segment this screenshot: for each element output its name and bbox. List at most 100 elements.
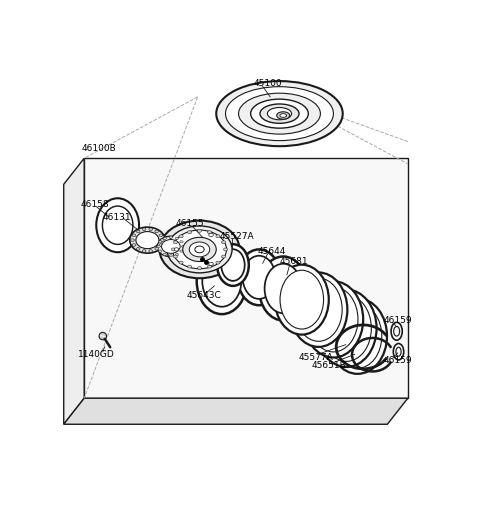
Ellipse shape xyxy=(221,255,226,258)
Ellipse shape xyxy=(132,234,136,236)
Ellipse shape xyxy=(316,289,377,367)
Ellipse shape xyxy=(159,234,163,236)
Ellipse shape xyxy=(132,244,136,246)
Ellipse shape xyxy=(188,231,192,234)
Ellipse shape xyxy=(197,229,202,232)
Text: 46131: 46131 xyxy=(103,213,132,221)
Ellipse shape xyxy=(157,236,185,256)
Text: 46155: 46155 xyxy=(175,219,204,228)
Ellipse shape xyxy=(251,99,308,128)
Ellipse shape xyxy=(394,327,400,336)
Ellipse shape xyxy=(304,281,363,358)
Ellipse shape xyxy=(149,228,153,231)
Text: 45100: 45100 xyxy=(253,79,282,88)
Ellipse shape xyxy=(142,228,146,231)
Ellipse shape xyxy=(136,232,159,249)
Polygon shape xyxy=(64,158,84,424)
Ellipse shape xyxy=(216,81,343,146)
Ellipse shape xyxy=(197,267,202,269)
Polygon shape xyxy=(84,158,408,398)
Ellipse shape xyxy=(334,304,382,368)
Ellipse shape xyxy=(181,245,185,248)
Ellipse shape xyxy=(180,240,183,243)
Ellipse shape xyxy=(264,264,302,313)
Ellipse shape xyxy=(162,239,180,253)
Text: 45681: 45681 xyxy=(279,257,308,266)
Ellipse shape xyxy=(195,246,204,253)
Text: 46158: 46158 xyxy=(81,200,109,208)
Ellipse shape xyxy=(259,256,307,320)
Ellipse shape xyxy=(171,248,176,251)
Ellipse shape xyxy=(172,230,227,269)
Ellipse shape xyxy=(207,231,212,234)
Text: 1140GD: 1140GD xyxy=(78,350,115,359)
Ellipse shape xyxy=(163,253,167,255)
Ellipse shape xyxy=(158,240,162,243)
Ellipse shape xyxy=(280,114,287,117)
Ellipse shape xyxy=(393,344,404,360)
Ellipse shape xyxy=(216,235,220,238)
Ellipse shape xyxy=(328,298,387,374)
Ellipse shape xyxy=(173,241,178,244)
Text: 46159: 46159 xyxy=(384,356,412,365)
Ellipse shape xyxy=(226,87,334,141)
Ellipse shape xyxy=(280,270,324,329)
Ellipse shape xyxy=(239,93,321,134)
Ellipse shape xyxy=(142,250,146,252)
Ellipse shape xyxy=(149,250,153,252)
Ellipse shape xyxy=(163,237,167,239)
Ellipse shape xyxy=(157,245,160,248)
Ellipse shape xyxy=(175,237,179,239)
Ellipse shape xyxy=(179,235,183,238)
Ellipse shape xyxy=(216,261,220,264)
Ellipse shape xyxy=(169,254,172,257)
Text: 45643C: 45643C xyxy=(186,291,221,300)
Ellipse shape xyxy=(180,250,183,252)
Ellipse shape xyxy=(197,248,247,314)
Ellipse shape xyxy=(290,272,348,347)
Text: 45644: 45644 xyxy=(257,247,286,256)
Ellipse shape xyxy=(221,249,245,281)
Ellipse shape xyxy=(173,255,178,258)
Ellipse shape xyxy=(260,104,299,123)
Ellipse shape xyxy=(276,112,290,119)
Ellipse shape xyxy=(275,265,329,334)
Ellipse shape xyxy=(183,237,216,262)
Ellipse shape xyxy=(155,230,158,233)
Text: 45527A: 45527A xyxy=(220,232,254,241)
Ellipse shape xyxy=(136,248,140,250)
Ellipse shape xyxy=(224,248,228,251)
Ellipse shape xyxy=(322,295,372,361)
Ellipse shape xyxy=(188,265,192,268)
Ellipse shape xyxy=(175,253,179,255)
Ellipse shape xyxy=(155,248,158,250)
Text: 46100B: 46100B xyxy=(82,144,116,153)
Text: 45577A: 45577A xyxy=(298,353,333,362)
Ellipse shape xyxy=(391,322,402,340)
Ellipse shape xyxy=(221,241,226,244)
Text: 46159: 46159 xyxy=(384,316,412,325)
Ellipse shape xyxy=(159,244,163,246)
Ellipse shape xyxy=(238,249,280,305)
Ellipse shape xyxy=(295,278,342,341)
Ellipse shape xyxy=(136,230,140,233)
Ellipse shape xyxy=(160,239,164,241)
Polygon shape xyxy=(64,398,408,424)
Ellipse shape xyxy=(169,236,172,238)
Ellipse shape xyxy=(159,221,240,278)
Ellipse shape xyxy=(207,265,212,268)
Ellipse shape xyxy=(202,255,241,307)
Ellipse shape xyxy=(217,244,249,286)
Ellipse shape xyxy=(209,262,213,266)
Ellipse shape xyxy=(189,242,210,257)
Ellipse shape xyxy=(267,107,291,120)
Ellipse shape xyxy=(209,233,213,237)
Ellipse shape xyxy=(396,347,401,356)
Text: 45651B: 45651B xyxy=(311,361,346,370)
Ellipse shape xyxy=(158,250,162,252)
Ellipse shape xyxy=(174,248,179,251)
Ellipse shape xyxy=(131,239,134,241)
Ellipse shape xyxy=(179,261,183,264)
Ellipse shape xyxy=(130,227,165,253)
Ellipse shape xyxy=(96,198,139,252)
